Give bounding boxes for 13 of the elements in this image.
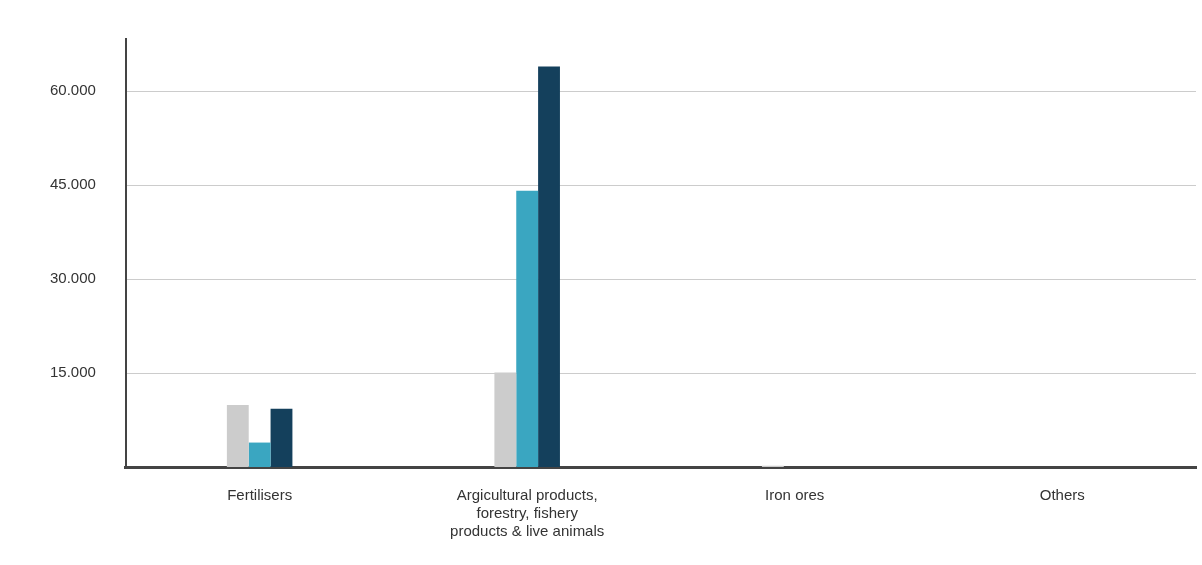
x-tick-label: Fertilisers <box>227 486 293 504</box>
bar <box>270 408 293 467</box>
y-tick-label: 30.000 <box>49 269 96 287</box>
bar <box>538 66 560 467</box>
bar <box>516 190 539 467</box>
bar <box>248 442 271 467</box>
bar <box>226 404 249 467</box>
x-tick-label: Others <box>1039 486 1085 504</box>
y-tick-label: 45.000 <box>49 175 96 193</box>
x-tick-label: Iron ores <box>765 486 825 504</box>
y-tick-label: 60.000 <box>49 81 96 99</box>
y-tick-label: 15.000 <box>49 363 96 381</box>
x-tick-label: Argicultural products, forestry, fishery products & live animals <box>450 486 605 540</box>
